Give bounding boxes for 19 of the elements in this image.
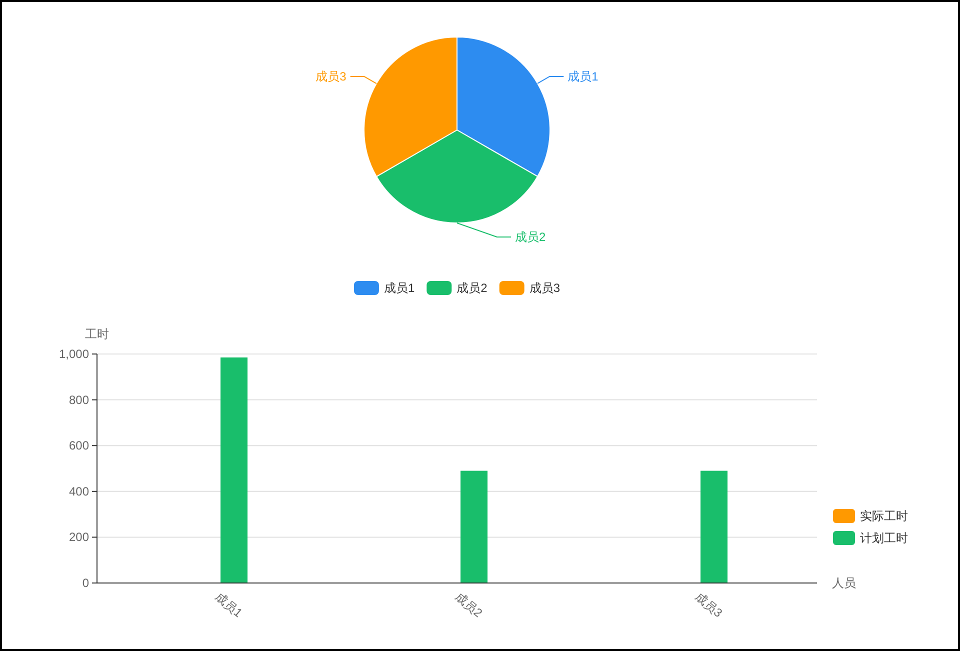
- y-tick-label: 600: [68, 438, 90, 453]
- x-axis-title: 人员: [832, 576, 856, 590]
- x-tick-label: 成员3: [692, 590, 726, 620]
- legend-label: 成员1: [384, 281, 415, 295]
- x-tick-label: 成员2: [452, 590, 486, 620]
- slice-label: 成员3: [316, 70, 347, 84]
- y-tick-label: 1,000: [58, 347, 90, 361]
- legend-label: 成员3: [529, 281, 560, 295]
- legend-label: 成员2: [456, 281, 488, 295]
- y-tick-label: 0: [82, 576, 90, 590]
- slice-label: 成员2: [515, 230, 546, 244]
- y-axis-title: 工时: [85, 327, 109, 341]
- y-tick-label: 200: [68, 530, 90, 544]
- x-tick-label: 成员1: [212, 590, 246, 620]
- legend-label: 实际工时: [860, 509, 908, 523]
- y-tick-label: 800: [68, 392, 90, 407]
- y-tick-label: 400: [68, 484, 90, 498]
- legend-label: 计划工时: [860, 531, 908, 545]
- slice-label: 成员1: [568, 69, 599, 84]
